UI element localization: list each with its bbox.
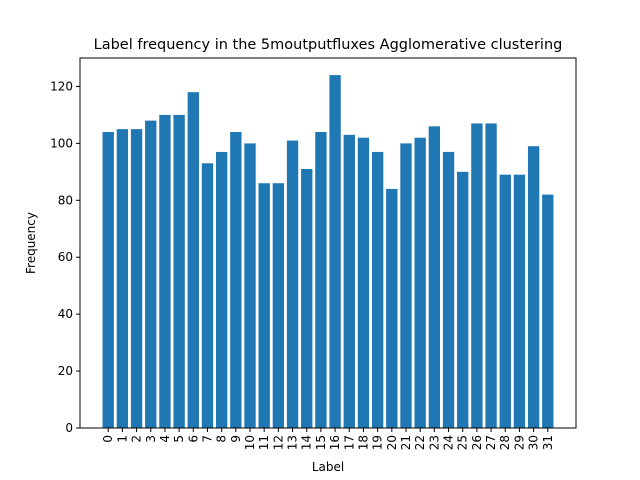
bar-3 [145, 120, 157, 428]
x-tick-label: 29 [512, 435, 526, 450]
x-tick-label: 19 [371, 435, 385, 450]
x-axis-label: Label [312, 460, 344, 474]
bars-group [102, 75, 554, 429]
bar-21 [400, 143, 412, 428]
bar-30 [527, 146, 540, 428]
bar-14 [301, 169, 313, 428]
x-tick-label: 26 [470, 435, 484, 450]
bar-23 [428, 126, 441, 429]
x-tick-label: 6 [186, 435, 200, 443]
x-tick-label: 12 [271, 435, 285, 450]
y-tick-label: 60 [58, 250, 73, 264]
x-tick-label: 28 [498, 435, 512, 450]
x-tick-label: 31 [541, 435, 555, 450]
x-tick-label: 20 [385, 435, 399, 450]
x-tick-label: 25 [456, 435, 470, 450]
x-tick-label: 2 [130, 435, 144, 443]
x-axis-ticks: 0 1 2 3 4 5 6 7 8 9 10 11 12 13 14 15 16 17 18 19 20 21 22 23 24… [101, 428, 555, 450]
x-tick-label: 3 [144, 435, 158, 443]
x-tick-label: 0 [101, 435, 115, 443]
y-tick-label: 120 [50, 79, 73, 93]
bar-10 [244, 143, 256, 428]
bar-15 [315, 132, 327, 428]
x-tick-label: 22 [413, 435, 427, 450]
x-tick-label: 14 [300, 435, 314, 450]
plot-frame [79, 57, 577, 429]
bar-9 [230, 132, 242, 428]
y-tick-label: 20 [58, 364, 73, 378]
x-tick-label: 10 [243, 435, 257, 450]
bar-24 [442, 151, 455, 428]
bar-26 [471, 123, 483, 428]
x-tick-label: 18 [356, 435, 370, 450]
x-tick-label: 24 [442, 435, 456, 450]
bar-31 [542, 194, 554, 428]
bar-5 [173, 114, 185, 428]
x-tick-label: 21 [399, 435, 413, 450]
bar-25 [457, 171, 469, 428]
x-tick-label: 9 [229, 435, 243, 443]
bar-20 [386, 188, 398, 428]
x-tick-label: 17 [342, 435, 356, 450]
bar-19 [371, 151, 384, 428]
bar-1 [116, 129, 129, 428]
x-tick-label: 1 [115, 435, 129, 443]
bar-12 [272, 183, 285, 428]
x-tick-label: 27 [484, 435, 498, 450]
bar-17 [343, 134, 355, 428]
y-tick-label: 40 [58, 307, 73, 321]
x-tick-label: 8 [215, 435, 229, 443]
y-axis-ticks: 0 20 40 60 80 100 120 [50, 79, 80, 435]
bar-29 [513, 174, 526, 428]
y-tick-label: 80 [58, 193, 73, 207]
x-tick-label: 7 [200, 435, 214, 443]
y-tick-label: 100 [50, 136, 73, 150]
bar-27 [485, 123, 497, 428]
x-tick-label: 30 [527, 435, 541, 450]
x-tick-label: 4 [158, 435, 172, 443]
bar-2 [130, 129, 143, 428]
bar-16 [329, 75, 341, 429]
chart-title: Label frequency in the 5moutputfluxes Ag… [94, 37, 563, 53]
bar-8 [215, 151, 228, 428]
bar-6 [187, 92, 199, 429]
x-tick-label: 23 [427, 435, 441, 450]
x-tick-label: 11 [257, 435, 271, 450]
bar-18 [357, 137, 370, 428]
y-tick-label: 0 [65, 421, 73, 435]
x-tick-label: 16 [328, 435, 342, 450]
bar-13 [286, 140, 299, 429]
bar-4 [159, 114, 171, 428]
x-tick-label: 15 [314, 435, 328, 450]
bar-7 [201, 163, 214, 429]
bar-11 [258, 183, 270, 428]
bar-0 [102, 132, 114, 428]
bar-28 [499, 174, 511, 428]
y-axis-label: Frequency [24, 212, 38, 274]
bar-22 [414, 137, 426, 428]
x-tick-label: 5 [172, 435, 186, 443]
x-tick-label: 13 [286, 435, 300, 450]
